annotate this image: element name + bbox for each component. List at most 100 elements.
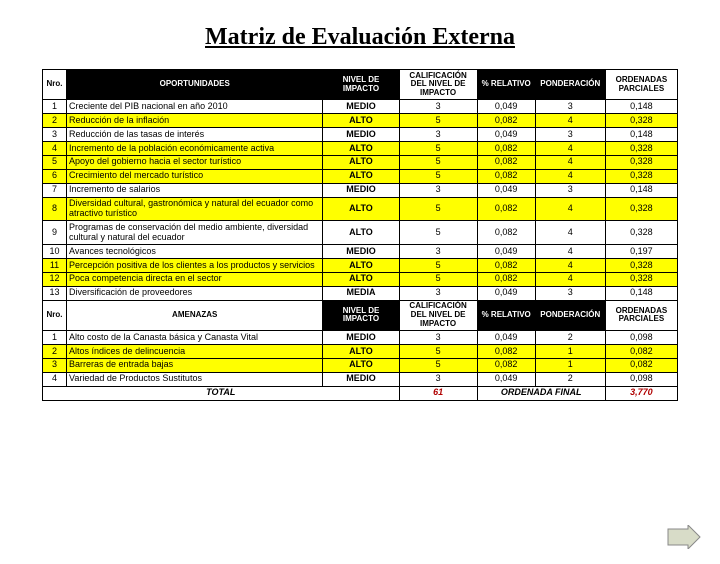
cell-nivel: MEDIO xyxy=(323,183,399,197)
cell-pond: 4 xyxy=(535,155,605,169)
oportunidades-row: 8Diversidad cultural, gastronómica y nat… xyxy=(43,197,678,221)
cell-ord: 0,328 xyxy=(605,114,677,128)
hdr-relativo-2: % RELATIVO xyxy=(477,300,535,330)
cell-nivel: MEDIA xyxy=(323,286,399,300)
cell-desc: Variedad de Productos Sustitutos xyxy=(67,372,323,386)
oportunidades-row: 10Avances tecnológicosMEDIO30,04940,197 xyxy=(43,245,678,259)
cell-desc: Crecimiento del mercado turístico xyxy=(67,169,323,183)
oportunidades-row: 7Incremento de salariosMEDIO30,04930,148 xyxy=(43,183,678,197)
cell-desc: Apoyo del gobierno hacia el sector turís… xyxy=(67,155,323,169)
cell-pond: 3 xyxy=(535,183,605,197)
cell-ord: 0,098 xyxy=(605,372,677,386)
cell-nro: 12 xyxy=(43,272,67,286)
cell-desc: Diversificación de proveedores xyxy=(67,286,323,300)
cell-ord: 0,328 xyxy=(605,155,677,169)
cell-rel: 0,082 xyxy=(477,259,535,273)
cell-pond: 1 xyxy=(535,345,605,359)
cell-calif: 3 xyxy=(399,286,477,300)
cell-ord: 0,082 xyxy=(605,358,677,372)
cell-calif: 5 xyxy=(399,221,477,245)
cell-rel: 0,049 xyxy=(477,128,535,142)
cell-nivel: ALTO xyxy=(323,221,399,245)
cell-desc: Barreras de entrada bajas xyxy=(67,358,323,372)
cell-nro: 7 xyxy=(43,183,67,197)
cell-ord: 0,148 xyxy=(605,183,677,197)
cell-nivel: MEDIO xyxy=(323,100,399,114)
cell-pond: 4 xyxy=(535,114,605,128)
cell-rel: 0,082 xyxy=(477,345,535,359)
amenazas-row: 2Altos índices de delincuenciaALTO50,082… xyxy=(43,345,678,359)
cell-calif: 3 xyxy=(399,245,477,259)
cell-rel: 0,082 xyxy=(477,169,535,183)
cell-rel: 0,082 xyxy=(477,142,535,156)
cell-pond: 1 xyxy=(535,358,605,372)
cell-pond: 3 xyxy=(535,128,605,142)
cell-calif: 3 xyxy=(399,331,477,345)
oportunidades-row: 9Programas de conservación del medio amb… xyxy=(43,221,678,245)
amenazas-row: 1Alto costo de la Canasta básica y Canas… xyxy=(43,331,678,345)
cell-calif: 5 xyxy=(399,155,477,169)
cell-pond: 4 xyxy=(535,169,605,183)
cell-nivel: MEDIO xyxy=(323,128,399,142)
cell-calif: 3 xyxy=(399,128,477,142)
cell-nro: 5 xyxy=(43,155,67,169)
cell-nivel: ALTO xyxy=(323,272,399,286)
cell-ord: 0,098 xyxy=(605,331,677,345)
cell-nro: 1 xyxy=(43,331,67,345)
cell-desc: Incremento de la población económicament… xyxy=(67,142,323,156)
cell-calif: 5 xyxy=(399,142,477,156)
cell-pond: 2 xyxy=(535,372,605,386)
hdr-nro-2: Nro. xyxy=(43,300,67,330)
cell-rel: 0,049 xyxy=(477,245,535,259)
cell-desc: Avances tecnológicos xyxy=(67,245,323,259)
cell-ord: 0,082 xyxy=(605,345,677,359)
oportunidades-row: 13Diversificación de proveedoresMEDIA30,… xyxy=(43,286,678,300)
cell-nro: 9 xyxy=(43,221,67,245)
cell-ord: 0,328 xyxy=(605,272,677,286)
cell-ord: 0,148 xyxy=(605,286,677,300)
cell-desc: Diversidad cultural, gastronómica y natu… xyxy=(67,197,323,221)
hdr-nivel-2: NIVEL DE IMPACTO xyxy=(323,300,399,330)
cell-desc: Percepción positiva de los clientes a lo… xyxy=(67,259,323,273)
cell-desc: Poca competencia directa en el sector xyxy=(67,272,323,286)
amenazas-row: 4Variedad de Productos SustitutosMEDIO30… xyxy=(43,372,678,386)
cell-nivel: ALTO xyxy=(323,358,399,372)
cell-nro: 6 xyxy=(43,169,67,183)
cell-desc: Alto costo de la Canasta básica y Canast… xyxy=(67,331,323,345)
cell-nivel: ALTO xyxy=(323,114,399,128)
total-label: TOTAL xyxy=(43,386,400,400)
hdr-ponderacion: PONDERACIÓN xyxy=(535,70,605,100)
cell-nivel: MEDIO xyxy=(323,372,399,386)
cell-calif: 5 xyxy=(399,358,477,372)
cell-nivel: ALTO xyxy=(323,259,399,273)
cell-calif: 3 xyxy=(399,100,477,114)
cell-nivel: ALTO xyxy=(323,155,399,169)
cell-rel: 0,082 xyxy=(477,358,535,372)
cell-nro: 3 xyxy=(43,128,67,142)
cell-nivel: ALTO xyxy=(323,197,399,221)
cell-nro: 4 xyxy=(43,372,67,386)
cell-nro: 2 xyxy=(43,114,67,128)
cell-pond: 2 xyxy=(535,331,605,345)
header-row-oportunidades: Nro. OPORTUNIDADES NIVEL DE IMPACTO CALI… xyxy=(43,70,678,100)
hdr-ponderacion-2: PONDERACIÓN xyxy=(535,300,605,330)
cell-ord: 0,197 xyxy=(605,245,677,259)
cell-nro: 10 xyxy=(43,245,67,259)
hdr-ordenadas: ORDENADAS PARCIALES xyxy=(605,70,677,100)
hdr-relativo: % RELATIVO xyxy=(477,70,535,100)
cell-ord: 0,148 xyxy=(605,100,677,114)
cell-rel: 0,082 xyxy=(477,221,535,245)
cell-nro: 4 xyxy=(43,142,67,156)
hdr-oportunidades: OPORTUNIDADES xyxy=(67,70,323,100)
cell-rel: 0,082 xyxy=(477,197,535,221)
oportunidades-row: 1Creciente del PIB nacional en año 2010M… xyxy=(43,100,678,114)
cell-desc: Programas de conservación del medio ambi… xyxy=(67,221,323,245)
cell-calif: 5 xyxy=(399,114,477,128)
cell-nivel: ALTO xyxy=(323,345,399,359)
hdr-calif-2: CALIFICACIÓN DEL NIVEL DE IMPACTO xyxy=(399,300,477,330)
header-row-amenazas: Nro. AMENAZAS NIVEL DE IMPACTO CALIFICAC… xyxy=(43,300,678,330)
oportunidades-row: 2Reducción de la inflaciónALTO50,08240,3… xyxy=(43,114,678,128)
cell-rel: 0,049 xyxy=(477,372,535,386)
total-sum: 61 xyxy=(399,386,477,400)
ordenada-final-value: 3,770 xyxy=(605,386,677,400)
